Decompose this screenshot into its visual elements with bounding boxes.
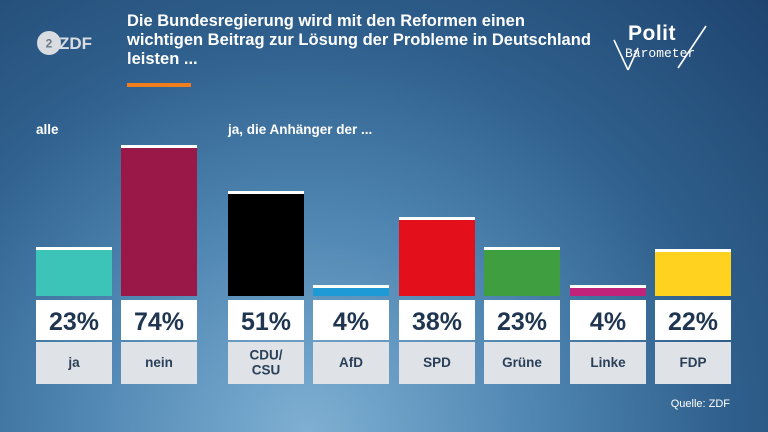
bar — [36, 250, 112, 296]
category-label: FDP — [680, 355, 707, 370]
chart-title: Die Bundesregierung wird mit den Reforme… — [127, 12, 591, 68]
value-label: 23% — [49, 308, 99, 336]
category-label: SPD — [423, 355, 451, 370]
category-label: ja — [67, 355, 80, 370]
bar — [570, 288, 646, 296]
value-box — [399, 300, 475, 340]
category-label: AfD — [339, 355, 363, 370]
value-label: 22% — [668, 308, 718, 336]
source-note: Quelle: ZDF — [670, 398, 730, 410]
value-box — [313, 300, 389, 340]
title-accent-line — [127, 83, 191, 87]
bar — [313, 288, 389, 296]
value-label: 38% — [412, 308, 462, 336]
bar — [228, 194, 304, 296]
group-label-all: alle — [36, 122, 59, 137]
category-label: CSU — [252, 363, 281, 378]
value-label: 4% — [333, 308, 369, 336]
group-label-supporters: ja, die Anhänger der ... — [228, 122, 373, 137]
value-box — [228, 300, 304, 340]
zdf-logo: 2 ZDF — [37, 31, 92, 55]
value-box — [36, 300, 112, 340]
bar-top-line — [570, 285, 646, 288]
value-label: 51% — [241, 308, 291, 336]
svg-text:2: 2 — [46, 37, 53, 51]
category-box — [484, 342, 560, 384]
bar — [121, 148, 197, 296]
value-label: 23% — [497, 308, 547, 336]
value-box — [570, 300, 646, 340]
value-box — [655, 300, 731, 340]
category-box — [313, 342, 389, 384]
politbarometer-logo-line1: Polit — [628, 22, 676, 45]
bar-top-line — [655, 249, 731, 252]
value-label: 4% — [590, 308, 626, 336]
category-box — [570, 342, 646, 384]
politbarometer-logo: Polit Barometer — [608, 22, 718, 74]
bar — [655, 252, 731, 296]
bar-top-line — [484, 247, 560, 250]
category-label: nein — [145, 355, 173, 370]
category-box — [655, 342, 731, 384]
politbarometer-logo-line2: Barometer — [625, 46, 696, 61]
bar-top-line — [313, 285, 389, 288]
value-box — [484, 300, 560, 340]
bar — [484, 250, 560, 296]
category-box — [121, 342, 197, 384]
category-box — [228, 342, 304, 384]
bar-top-line — [399, 217, 475, 220]
value-label: 74% — [134, 308, 184, 336]
category-label: CDU/ — [250, 348, 283, 363]
bar-top-line — [228, 191, 304, 194]
category-label: Grüne — [502, 355, 542, 370]
zdf-logo-text: ZDF — [59, 34, 92, 53]
bar-top-line — [121, 145, 197, 148]
bar — [399, 220, 475, 296]
category-box — [399, 342, 475, 384]
category-label: Linke — [590, 355, 626, 370]
value-box — [121, 300, 197, 340]
category-box — [36, 342, 112, 384]
bar-top-line — [36, 247, 112, 250]
